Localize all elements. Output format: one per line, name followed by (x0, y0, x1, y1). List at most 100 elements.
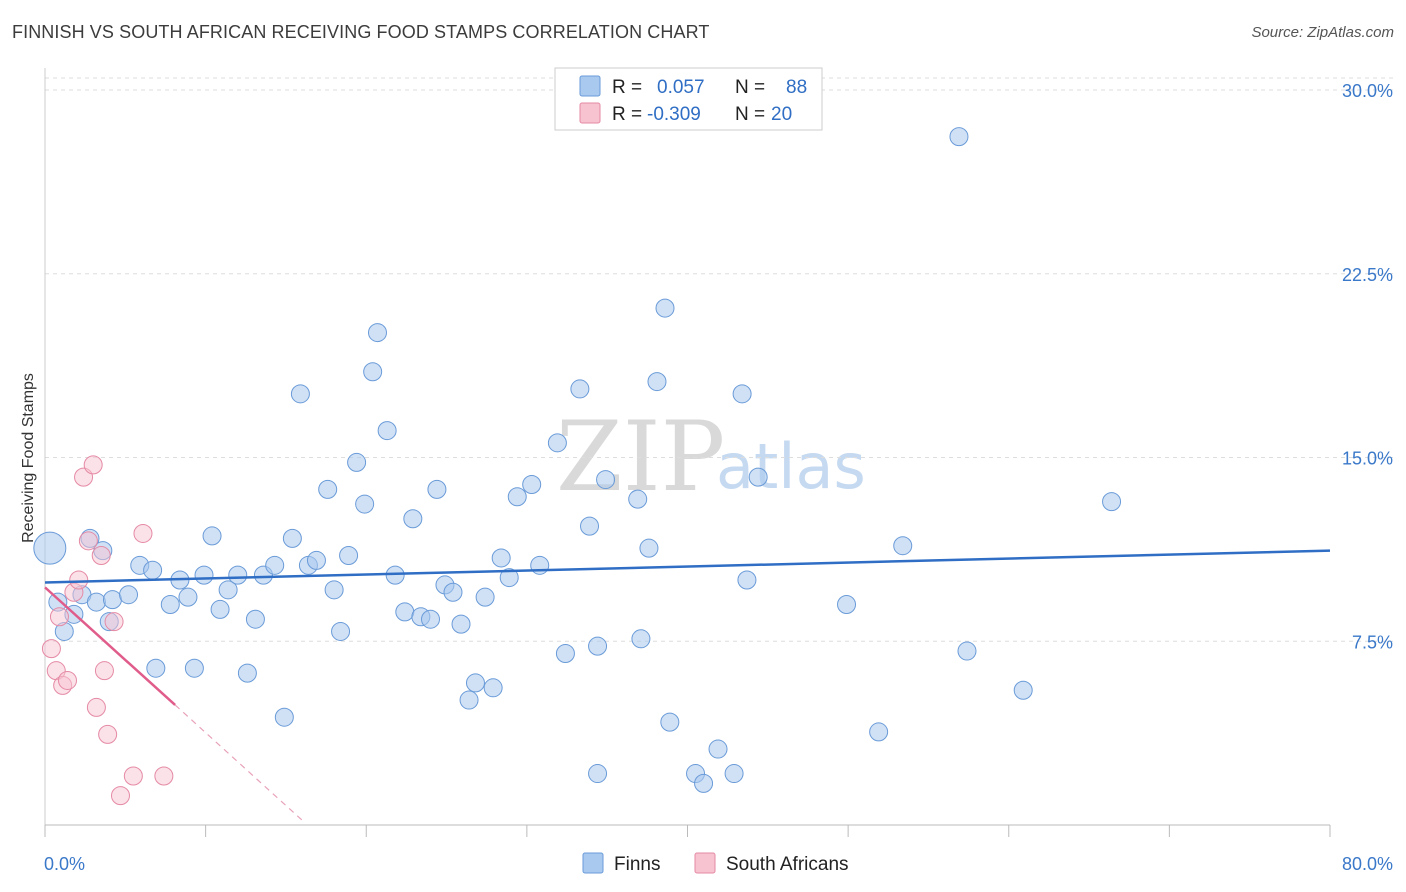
finns-point (377, 421, 397, 441)
finns-point (160, 595, 180, 615)
finns-point (202, 526, 222, 546)
legend-swatch-finns (579, 75, 601, 97)
south-africans-series (41, 455, 174, 806)
finns-point (443, 582, 463, 602)
south-africans-point (104, 612, 124, 632)
legend-r-value-south-africans: -0.309 (647, 104, 701, 125)
finns-point (588, 636, 608, 656)
legend-r-label-finns: R = (612, 77, 642, 98)
finns-point (732, 384, 752, 404)
finns-point (178, 587, 198, 607)
finns-point (837, 595, 857, 615)
y-tick-label-0: 7.5% (1352, 632, 1393, 652)
finns-point (957, 641, 977, 661)
south-africans-point (123, 766, 143, 786)
finns-point (949, 127, 969, 147)
south-africans-point (98, 724, 118, 744)
south-africans-point (133, 523, 153, 543)
finns-point (403, 509, 423, 529)
south-africans-trend-line (44, 586, 176, 706)
finns-point (580, 516, 600, 536)
finns-point (631, 629, 651, 649)
finns-point (210, 599, 230, 619)
finns-point (724, 764, 744, 784)
south-africans-point (110, 786, 130, 806)
x-ticks (44, 825, 1331, 837)
finns-point (893, 536, 913, 556)
finns-point (274, 707, 294, 727)
south-africans-point (49, 607, 69, 627)
series-legend: Finns South Africans (582, 852, 849, 875)
finns-point (483, 678, 503, 698)
finns-point (355, 494, 375, 514)
finns-point (522, 474, 542, 494)
finns-point (737, 570, 757, 590)
legend-n-value-finns: 88 (786, 77, 807, 98)
finns-point (324, 580, 344, 600)
finns-point (306, 550, 326, 570)
finns-point (1013, 680, 1033, 700)
south-africans-point (57, 670, 77, 690)
legend-r-label-south-africans: R = (612, 104, 642, 125)
legend-r-value-finns: 0.057 (657, 77, 705, 98)
y-tick-label-1: 15.0% (1342, 449, 1393, 469)
finns-point (694, 773, 714, 793)
south-africans-point (154, 766, 174, 786)
bottom-legend-south-africans: South Africans (726, 854, 849, 875)
finns-point (555, 644, 575, 664)
finns-point (102, 590, 122, 610)
finns-point (570, 379, 590, 399)
finns-point (146, 658, 166, 678)
finns-point (119, 585, 139, 605)
finns-point (547, 433, 567, 453)
correlation-legend: R = 0.057 N = 88 R = -0.309 N = 20 (554, 67, 823, 131)
finns-point (588, 764, 608, 784)
finns-point (194, 565, 214, 585)
south-africans-point (91, 546, 111, 566)
south-africans-point (69, 570, 89, 590)
finns-trend-line (44, 549, 1331, 584)
finns-point (491, 548, 511, 568)
finns-point (363, 362, 383, 382)
finns-point (33, 531, 67, 565)
bottom-legend-swatch-finns (582, 852, 604, 874)
finns-point (1102, 492, 1122, 512)
finns-point (465, 673, 485, 693)
chart-title: FINNISH VS SOUTH AFRICAN RECEIVING FOOD … (12, 22, 710, 42)
finns-point (748, 467, 768, 487)
finns-point (507, 487, 527, 507)
bottom-legend-finns: Finns (614, 854, 660, 875)
finns-point (869, 722, 889, 742)
finns-point (628, 489, 648, 509)
finns-point (459, 690, 479, 710)
watermark: ZIP atlas (556, 401, 866, 513)
bottom-legend-swatch-south-africans (694, 852, 716, 874)
y-tick-label-3: 30.0% (1342, 81, 1393, 101)
south-africans-point (86, 697, 106, 717)
y-axis-label: Receiving Food Stamps (20, 373, 37, 543)
trend-lines (44, 549, 1331, 821)
finns-point (331, 621, 351, 641)
finns-point (245, 609, 265, 629)
finns-point (421, 609, 440, 629)
legend-swatch-south-africans (579, 102, 601, 124)
x-tick-label-min: 0.0% (44, 854, 85, 874)
legend-n-label-finns: N = (735, 77, 765, 98)
finns-point (367, 323, 387, 343)
finns-point (639, 538, 659, 558)
finns-point (228, 565, 248, 585)
finns-point (708, 739, 728, 759)
finns-point (339, 546, 359, 566)
finns-point (282, 528, 302, 548)
y-tick-labels: 7.5% 15.0% 22.5% 30.0% (1342, 81, 1393, 652)
finns-point (530, 555, 550, 575)
finns-point (660, 712, 680, 732)
finns-point (184, 658, 204, 678)
south-africans-point (83, 455, 103, 475)
finns-point (655, 298, 675, 318)
y-tick-label-2: 22.5% (1342, 265, 1393, 285)
legend-n-value-south-africans: 20 (771, 104, 792, 125)
x-tick-label-max: 80.0% (1342, 854, 1393, 874)
finns-point (347, 452, 367, 472)
